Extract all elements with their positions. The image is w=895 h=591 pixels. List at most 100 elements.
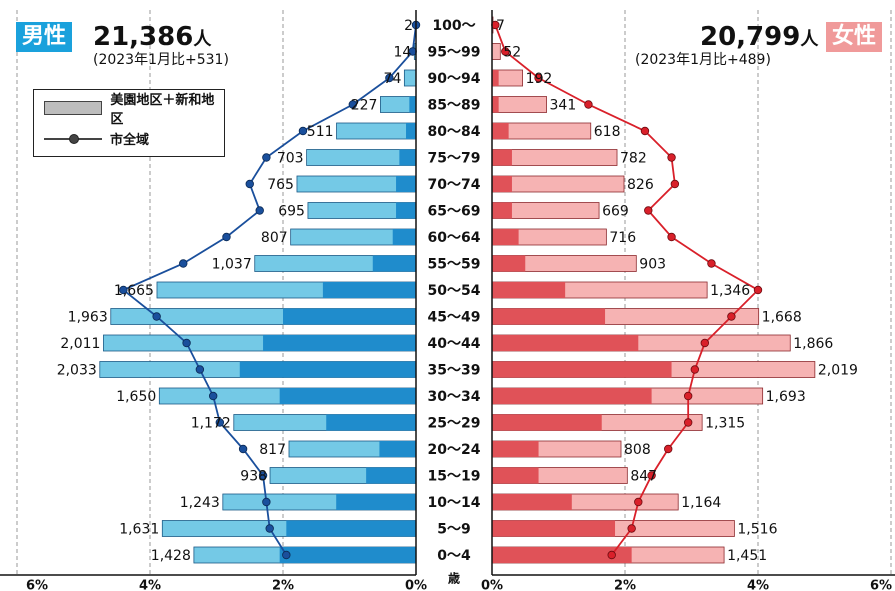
male-count-label: 227	[351, 98, 378, 114]
male-bar-inner	[239, 361, 416, 378]
male-city-point	[119, 285, 128, 295]
male-city-point	[282, 550, 291, 560]
male-city-point	[265, 524, 274, 533]
male-count-label: 1,650	[116, 389, 156, 405]
male-bar-inner	[366, 467, 416, 484]
male-bar-inner	[409, 96, 416, 113]
male-city-point	[245, 179, 254, 189]
male-bar-inner	[396, 202, 416, 219]
female-city-point	[683, 418, 693, 427]
age-label: 60〜64	[428, 230, 481, 246]
male-bar-inner	[263, 335, 416, 351]
male-bar-inner	[379, 441, 416, 457]
male-city-point	[222, 232, 231, 242]
female-bar-inner	[492, 229, 519, 245]
legend-city-label: 市全域	[110, 132, 150, 148]
male-city-point	[262, 497, 271, 507]
female-city-point	[644, 206, 653, 215]
male-city-point	[298, 126, 308, 136]
female-count-label: 1,451	[727, 548, 767, 564]
female-count-label: 1,516	[737, 522, 777, 538]
female-city-point	[753, 285, 763, 295]
male-count-label: 2,033	[57, 363, 97, 379]
female-city-point	[640, 126, 650, 136]
age-label: 65〜69	[428, 204, 481, 220]
male-badge: 男性	[16, 22, 73, 52]
female-bar-inner	[492, 308, 606, 325]
female-bar-inner	[492, 361, 672, 378]
legend-city-marker	[44, 132, 102, 144]
female-city-point	[634, 497, 643, 507]
female-count-label: 2,019	[818, 363, 858, 379]
male-bar-inner	[279, 388, 416, 404]
age-label: 50〜54	[428, 283, 481, 299]
male-bar	[403, 69, 417, 87]
female-city-point	[700, 338, 709, 348]
female-bar-inner	[492, 176, 512, 192]
female-count-label: 808	[624, 442, 651, 458]
male-city-point	[348, 100, 358, 109]
legend-area-label: 美園地区＋新和地区	[110, 93, 215, 127]
male-count-label: 1,428	[151, 548, 191, 564]
male-count-label: 765	[267, 177, 294, 193]
age-label: 45〜49	[428, 310, 481, 326]
female-bar-inner	[492, 441, 539, 457]
female-city-point	[667, 232, 676, 242]
female-count-label: 192	[526, 71, 553, 87]
female-tick-label: 4%	[747, 579, 769, 591]
female-count-label: 826	[627, 177, 654, 193]
female-count-label: 716	[609, 230, 636, 246]
female-count-label: 52	[503, 45, 521, 61]
female-delta: (2023年1月比+489)	[635, 52, 771, 68]
male-city-point	[215, 418, 225, 427]
male-tick-label: 6%	[26, 579, 48, 591]
female-city-point	[607, 550, 616, 560]
female-city-point	[670, 179, 680, 189]
male-bar-inner	[392, 229, 416, 245]
male-count-label: 1,963	[68, 310, 108, 326]
male-bar-inner	[286, 520, 416, 537]
male-count-label: 14	[394, 45, 412, 61]
male-tick-label: 4%	[139, 579, 161, 591]
male-city-point	[208, 391, 218, 401]
male-city-point	[262, 153, 271, 162]
age-label: 30〜34	[428, 389, 481, 405]
male-total-value: 21,386	[93, 22, 194, 52]
male-bar-inner	[279, 547, 416, 563]
age-label: 95〜99	[428, 45, 481, 61]
male-city-point	[152, 312, 161, 321]
age-unit-label: 歳	[448, 571, 460, 586]
female-city-point	[683, 391, 693, 401]
female-count-label: 1,164	[681, 495, 721, 511]
female-total-value: 20,799	[700, 22, 801, 52]
male-count-label: 703	[277, 151, 304, 167]
female-city-point	[707, 259, 716, 268]
male-tick-label: 0%	[405, 579, 427, 591]
female-bar-inner	[492, 96, 499, 113]
female-bar-inner	[492, 520, 616, 537]
male-bar-inner	[406, 123, 416, 139]
female-bar-inner	[492, 149, 512, 166]
legend-city: 市全域	[44, 128, 149, 148]
female-city-point	[584, 100, 593, 109]
female-badge: 女性	[826, 22, 883, 52]
male-count-label: 1,243	[180, 495, 220, 511]
male-bar-inner	[322, 282, 416, 298]
male-count-label: 807	[261, 230, 288, 246]
female-city-point	[647, 471, 656, 480]
female-count-label: 903	[639, 257, 666, 273]
male-count-label: 938	[240, 469, 267, 485]
age-label: 100〜	[432, 18, 475, 34]
male-bar-inner	[372, 255, 416, 272]
legend: 美園地区＋新和地区 市全域	[33, 89, 225, 157]
age-label: 25〜29	[428, 416, 481, 432]
male-count-label: 1,037	[212, 257, 252, 273]
female-count-label: 1,866	[793, 336, 833, 352]
age-label: 40〜44	[428, 336, 481, 352]
age-label: 5〜9	[437, 522, 470, 538]
age-label: 35〜39	[428, 363, 481, 379]
legend-area-swatch	[44, 101, 103, 115]
male-count-label: 817	[259, 442, 286, 458]
female-bar	[491, 96, 547, 113]
